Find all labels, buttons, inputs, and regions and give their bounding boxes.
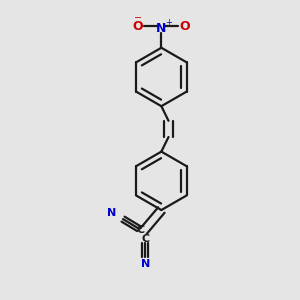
Text: C: C: [141, 234, 149, 244]
Text: O: O: [132, 20, 143, 33]
Text: N: N: [107, 208, 117, 218]
Text: +: +: [165, 18, 172, 27]
Text: N: N: [140, 259, 150, 269]
Text: C: C: [137, 225, 145, 235]
Text: O: O: [180, 20, 190, 33]
Text: N: N: [156, 22, 167, 35]
Text: −: −: [134, 13, 142, 23]
